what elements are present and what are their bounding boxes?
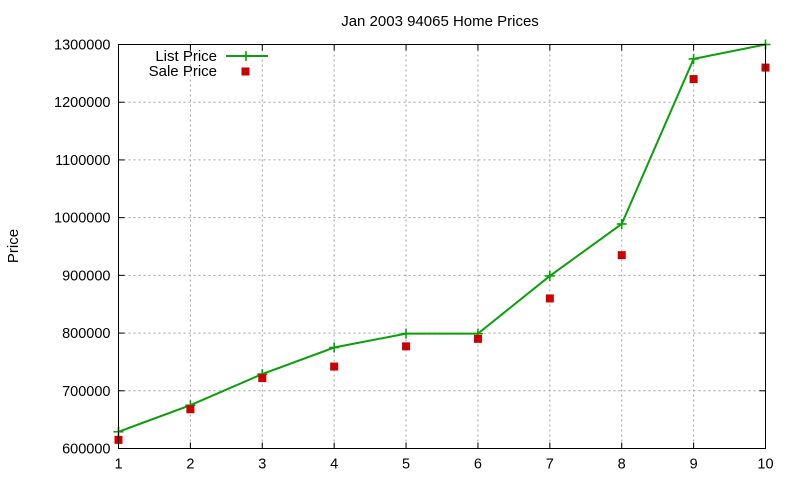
y-tick-label: 800000 <box>62 326 110 342</box>
list-price-point <box>329 342 340 353</box>
list-price-point <box>616 218 627 229</box>
list-price-point <box>688 53 699 64</box>
y-tick-label: 900000 <box>62 268 110 284</box>
sale-price-point <box>545 294 554 303</box>
y-axis-label: Price <box>5 229 22 263</box>
x-tick-label: 5 <box>402 457 410 473</box>
sale-price-point <box>402 342 411 351</box>
sale-price-point <box>689 75 698 84</box>
x-tick-label: 6 <box>474 457 482 473</box>
sale-price-point <box>617 251 626 260</box>
list-price-point <box>401 328 412 339</box>
plot-frame <box>118 44 766 449</box>
grid <box>118 44 766 449</box>
y-tick-label: 600000 <box>62 442 110 458</box>
x-tick-label: 7 <box>546 457 554 473</box>
list-price-point <box>544 270 555 281</box>
y-tick-label: 1200000 <box>54 95 110 111</box>
y-tick-label: 700000 <box>62 384 110 400</box>
x-tick-label: 10 <box>757 457 773 473</box>
x-tick-label: 9 <box>690 457 698 473</box>
chart-title: Jan 2003 94065 Home Prices <box>341 13 539 30</box>
legend-swatch-sale-price <box>241 67 250 76</box>
axis-ticks: 1 2 3 4 5 6 7 8 9 10 600000 700000 800000 900000 10000… <box>54 38 774 473</box>
sale-price-point <box>186 405 195 414</box>
x-tick-label: 4 <box>330 457 338 473</box>
legend: List Price Sale Price <box>149 48 268 80</box>
x-tick-label: 3 <box>258 457 266 473</box>
plot-area <box>113 39 771 444</box>
sale-price-point <box>330 362 339 371</box>
x-tick-label: 1 <box>114 457 122 473</box>
sale-price-point <box>258 374 267 383</box>
legend-label-sale-price: Sale Price <box>149 63 217 80</box>
legend-label-list-price: List Price <box>155 48 217 65</box>
x-tick-label: 8 <box>618 457 626 473</box>
x-tick-label: 2 <box>186 457 194 473</box>
y-tick-label: 1100000 <box>55 153 110 169</box>
y-tick-label: 1000000 <box>54 211 110 227</box>
sale-price-point <box>473 334 482 343</box>
list-price-line <box>118 43 766 433</box>
y-tick-label: 1300000 <box>54 38 110 54</box>
